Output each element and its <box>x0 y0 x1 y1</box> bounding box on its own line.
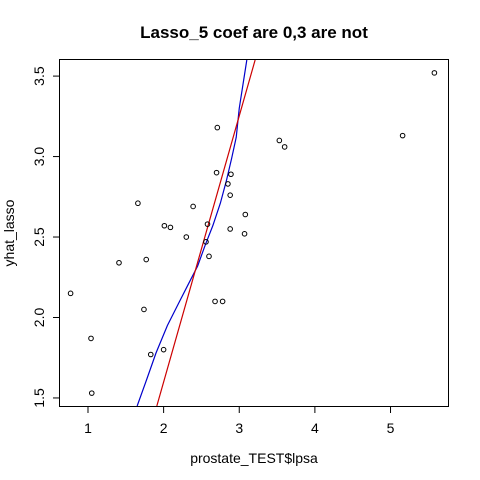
data-point <box>167 224 174 231</box>
data-point <box>213 169 220 176</box>
y-tick-label: 3.0 <box>31 147 47 167</box>
data-point <box>276 137 283 144</box>
data-point <box>141 306 147 313</box>
data-point <box>219 298 226 305</box>
plot-frame <box>59 59 449 407</box>
x-axis: 1 2 3 4 5 <box>84 406 395 436</box>
x-tick-label: 2 <box>160 420 168 436</box>
data-point <box>183 234 190 240</box>
data-point <box>116 259 122 266</box>
data-point <box>212 298 218 305</box>
y-axis-label: yhat_lasso <box>1 199 17 266</box>
data-point <box>204 221 211 227</box>
y-tick-label: 1.5 <box>31 388 47 408</box>
data-point <box>214 124 221 131</box>
fit-line <box>136 60 248 406</box>
x-tick-label: 4 <box>311 420 319 436</box>
x-tick-label: 5 <box>387 420 395 436</box>
data-point <box>135 200 141 207</box>
data-point <box>147 351 154 358</box>
y-tick-label: 2.0 <box>31 308 47 328</box>
data-point <box>206 253 212 260</box>
data-point <box>399 132 406 139</box>
data-point <box>203 239 209 245</box>
data-point <box>228 171 234 178</box>
data-point <box>281 144 288 150</box>
data-point <box>161 222 168 229</box>
x-axis-label: prostate_TEST$lpsa <box>190 450 318 466</box>
y-tick-label: 3.5 <box>31 66 47 86</box>
data-point <box>143 256 150 263</box>
data-point <box>242 211 249 218</box>
data-point <box>431 70 438 76</box>
x-tick-label: 3 <box>235 420 243 436</box>
fit-lines <box>136 60 256 406</box>
data-point <box>160 346 167 353</box>
data-point <box>225 181 231 187</box>
chart-title: Lasso_5 coef are 0,3 are not <box>140 23 368 42</box>
data-point <box>88 335 94 342</box>
data-point <box>190 203 196 210</box>
data-point <box>88 390 95 396</box>
data-point <box>227 226 233 232</box>
data-point <box>241 231 248 237</box>
data-point <box>227 192 233 198</box>
y-axis: 1.5 2.0 2.5 3.0 3.5 <box>31 66 60 408</box>
fit-line <box>156 60 256 406</box>
y-tick-label: 2.5 <box>31 227 47 247</box>
data-points <box>67 70 438 396</box>
x-tick-label: 1 <box>84 420 92 436</box>
data-point <box>67 290 74 297</box>
